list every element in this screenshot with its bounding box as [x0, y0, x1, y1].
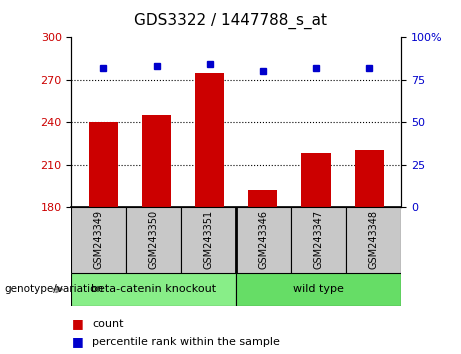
Bar [71, 273, 236, 306]
Text: ■: ■ [71, 335, 83, 348]
Text: GSM243351: GSM243351 [204, 210, 214, 269]
Text: GSM243348: GSM243348 [369, 210, 378, 269]
Text: beta-catenin knockout: beta-catenin knockout [91, 284, 216, 295]
Bar [236, 207, 291, 273]
Text: GSM243350: GSM243350 [149, 210, 159, 269]
Bar [142, 115, 171, 207]
Text: count: count [92, 319, 124, 329]
Text: ■: ■ [71, 318, 83, 330]
Bar [181, 207, 236, 273]
Text: percentile rank within the sample: percentile rank within the sample [92, 337, 280, 347]
Bar [126, 207, 181, 273]
Bar [236, 273, 401, 306]
Text: GDS3322 / 1447788_s_at: GDS3322 / 1447788_s_at [134, 12, 327, 29]
Text: GSM243347: GSM243347 [313, 210, 324, 269]
Text: wild type: wild type [293, 284, 344, 295]
Bar [291, 207, 346, 273]
Text: GSM243349: GSM243349 [94, 210, 104, 269]
Text: GSM243346: GSM243346 [259, 210, 269, 269]
Text: genotype/variation: genotype/variation [5, 284, 104, 295]
Bar [301, 153, 331, 207]
Bar [195, 73, 225, 207]
Bar [71, 207, 126, 273]
Bar [346, 207, 401, 273]
Bar [248, 190, 278, 207]
Bar [355, 150, 384, 207]
Bar [89, 122, 118, 207]
